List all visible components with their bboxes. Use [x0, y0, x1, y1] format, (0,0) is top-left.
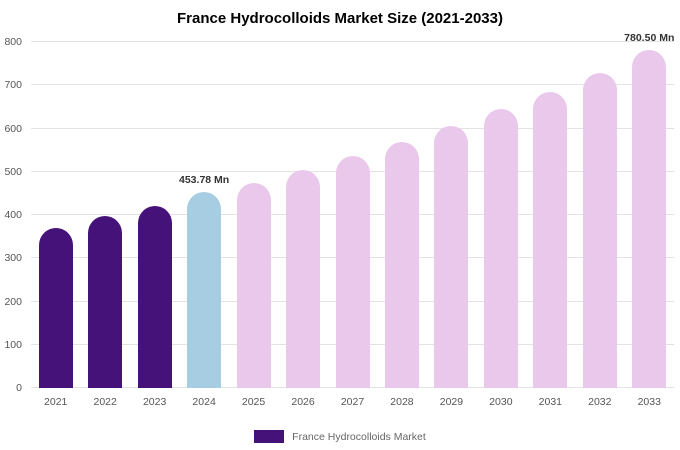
bar-2032 [582, 73, 617, 388]
x-tick-label: 2026 [291, 396, 315, 408]
x-tick-label: 2025 [241, 396, 266, 408]
legend-swatch [254, 430, 285, 443]
legend-label: France Hydrocolloids Market [292, 430, 426, 443]
x-tick-label: 2032 [588, 396, 612, 408]
bar-2030 [483, 109, 518, 388]
bar-2021 [38, 227, 73, 388]
y-tick-label: 0 [16, 382, 22, 394]
data-label-2033: 780.50 Mn [624, 32, 675, 45]
x-tick-label: 2027 [340, 396, 365, 408]
legend: France Hydrocolloids Market [0, 430, 680, 443]
bar-2031 [533, 91, 568, 388]
x-tick-label: 2030 [489, 396, 513, 408]
y-tick-label: 700 [4, 79, 22, 92]
x-tick-label: 2023 [142, 396, 167, 408]
bar-2025 [236, 182, 271, 388]
bar-2033 [632, 50, 667, 388]
y-tick-label: 600 [4, 122, 22, 135]
bar-2029 [434, 126, 469, 388]
y-tick-label: 800 [4, 36, 22, 48]
y-tick-label: 200 [4, 295, 22, 308]
bar-2026 [286, 169, 321, 388]
y-tick-label: 500 [4, 165, 22, 178]
x-tick-label: 2033 [637, 396, 661, 408]
chart-title: France Hydrocolloids Market Size (2021-2… [177, 10, 503, 27]
gridline [31, 84, 674, 86]
bar-2024 [187, 191, 222, 388]
gridline [31, 41, 674, 42]
y-tick-label: 300 [4, 252, 22, 265]
x-tick-label: 2031 [538, 396, 563, 408]
bar-2028 [384, 141, 419, 388]
x-tick-label: 2021 [44, 396, 68, 408]
x-tick-label: 2028 [390, 396, 414, 408]
y-tick-label: 100 [4, 338, 22, 351]
x-tick-label: 2029 [439, 396, 464, 408]
x-tick-label: 2024 [192, 396, 216, 408]
y-tick-label: 400 [4, 209, 22, 221]
bar-2022 [88, 216, 123, 388]
x-tick-label: 2022 [93, 396, 117, 408]
data-label-2024: 453.78 Mn [179, 173, 230, 186]
y-axis: 0 100 200 300 400 500 600 700 800 [0, 36, 27, 394]
x-axis: 2021 2022 2023 2024 2025 2026 2027 2028 2029 2030… [31, 396, 674, 412]
gridline [31, 127, 674, 129]
bar-2023 [137, 206, 172, 388]
bar-2027 [335, 155, 370, 388]
plot-area: 453.78 Mn 780.50 Mn [31, 32, 674, 388]
